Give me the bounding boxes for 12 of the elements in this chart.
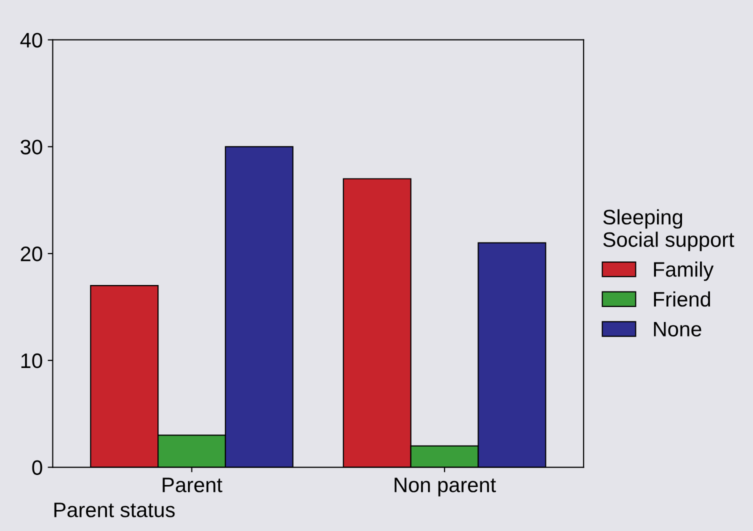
y-tick-label: 10 [21, 353, 42, 368]
legend-title: Sleeping Social support [603, 209, 734, 252]
legend-label: Friend [654, 291, 710, 307]
legend-label: None [654, 322, 702, 336]
x-tick-label: Non parent [394, 478, 496, 496]
y-tick-label: 40 [20, 32, 42, 48]
y-tick-label: 20 [20, 246, 42, 262]
y-tick-label: 0 [32, 460, 42, 476]
x-tick-label: Parent [162, 478, 222, 492]
legend-label: Family [654, 262, 714, 281]
y-tick-label: 30 [20, 140, 42, 154]
x-axis-title: Parent status [54, 502, 175, 518]
